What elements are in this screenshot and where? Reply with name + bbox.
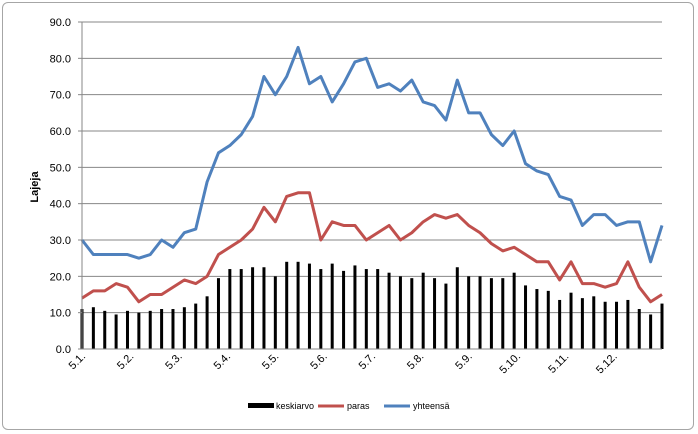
bar: [455, 267, 459, 349]
bar: [478, 276, 482, 349]
y-tick-label: 90.0: [50, 17, 71, 29]
bar: [569, 292, 573, 349]
x-tick-label: 5.11.: [546, 351, 571, 376]
bar: [148, 310, 152, 349]
bar: [535, 289, 539, 349]
x-tick-label: 5.8.: [405, 351, 426, 372]
legend-swatch-keskiarvo: [248, 403, 274, 408]
bar: [489, 278, 493, 349]
x-tick-label: 5.12.: [594, 351, 620, 377]
x-tick-label: 5.10.: [497, 351, 523, 377]
x-tick-label: 5.6.: [308, 351, 329, 372]
bar: [228, 269, 232, 349]
bar: [524, 285, 528, 349]
legend-label-paras: paras: [347, 401, 370, 411]
bar: [637, 309, 641, 349]
x-tick-label: 5.3.: [163, 351, 184, 372]
bar: [239, 269, 243, 349]
bar: [296, 261, 300, 349]
bar: [273, 276, 277, 349]
bar: [649, 314, 653, 349]
bar: [398, 276, 402, 349]
bar: [376, 269, 380, 349]
bar: [421, 272, 425, 349]
gridlines: [82, 21, 662, 314]
legend-label-keskiarvo: keskiarvo: [276, 401, 314, 411]
bar: [444, 283, 448, 349]
bar: [171, 309, 175, 349]
x-tick-label: 5.7.: [357, 351, 378, 372]
bar: [319, 269, 323, 349]
bar: [91, 307, 95, 349]
y-tick-label: 40.0: [50, 199, 71, 211]
y-tick-label: 10.0: [50, 308, 71, 320]
line-series: [80, 45, 664, 304]
bar: [592, 296, 596, 349]
bar: [285, 261, 289, 349]
x-tick-label: 5.5.: [260, 351, 281, 372]
y-tick-label: 70.0: [50, 90, 71, 102]
bar: [353, 265, 357, 349]
series-line-yhteensä: [80, 45, 664, 264]
bar: [410, 278, 414, 349]
bar: [103, 310, 107, 349]
bar: [160, 309, 164, 349]
bar: [387, 272, 391, 349]
y-tick-label: 30.0: [50, 235, 71, 247]
y-tick-label: 0.0: [56, 344, 71, 356]
legend-label-yhteensä: yhteensä: [413, 401, 450, 411]
bar: [501, 278, 505, 349]
y-tick-label: 60.0: [50, 126, 71, 138]
bar: [182, 307, 186, 349]
bar: [615, 301, 619, 349]
bar: [580, 298, 584, 349]
x-tick-labels: 5.1. 5.2. 5.3. 5.4. 5.5. 5.6. 5.7. 5.8. 5.9. 5.10…: [67, 351, 620, 377]
bar: [512, 272, 516, 349]
y-tick-label: 50.0: [50, 162, 71, 174]
bar: [262, 267, 266, 349]
bar: [603, 301, 607, 349]
bar: [114, 314, 118, 349]
bar: [558, 299, 562, 349]
bar: [364, 269, 368, 349]
x-tick-label: 5.2.: [115, 351, 136, 372]
bar: [216, 278, 220, 349]
y-tick-labels: 0.0 10.0 20.0 30.0 40.0 50.0 60.0 70.0 80.0 90.0: [50, 17, 71, 356]
bar: [137, 312, 141, 349]
bar: [251, 267, 255, 349]
legend: keskiarvo paras yhteensä: [248, 401, 450, 411]
bar: [205, 296, 209, 349]
bar-series: [80, 261, 664, 349]
bar: [660, 303, 664, 349]
series-line-paras: [81, 191, 663, 304]
bar: [342, 270, 346, 349]
bar: [307, 263, 311, 349]
y-axis-label: Lajeja: [29, 171, 41, 203]
bar: [125, 310, 129, 349]
bar: [626, 299, 630, 349]
bar: [433, 278, 437, 349]
bar: [330, 263, 334, 349]
bar: [194, 303, 198, 349]
x-tick-label: 5.9.: [453, 351, 474, 372]
bar: [546, 290, 550, 349]
y-tick-label: 80.0: [50, 53, 71, 65]
y-tick-label: 20.0: [50, 271, 71, 283]
x-tick-label: 5.4.: [212, 351, 233, 372]
axes: [78, 21, 662, 350]
bar: [467, 276, 471, 349]
